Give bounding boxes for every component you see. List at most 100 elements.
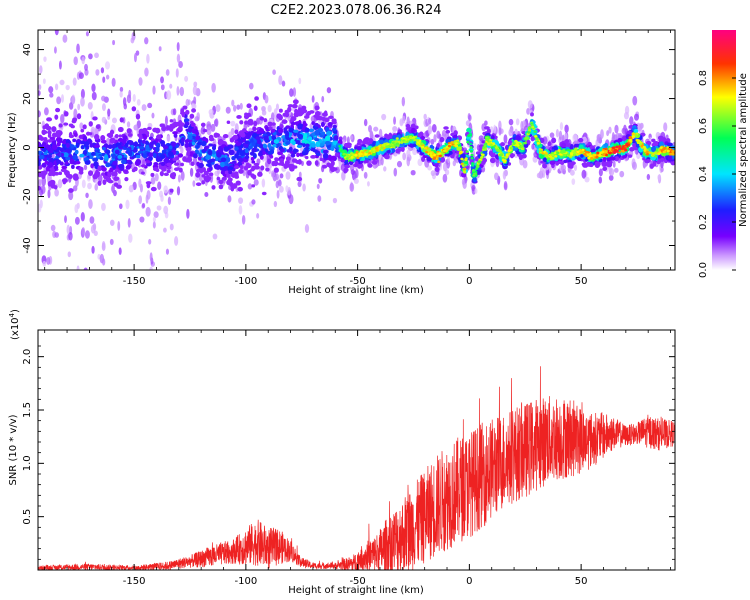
- heatmap-cell: [323, 110, 328, 116]
- heatmap-cell: [80, 97, 85, 107]
- heatmap-cell: [200, 140, 207, 147]
- heatmap-cell: [585, 150, 589, 154]
- heatmap-cell: [47, 129, 52, 136]
- heatmap-cell: [63, 122, 69, 126]
- heatmap-cell: [107, 179, 114, 184]
- heatmap-cell: [194, 116, 200, 122]
- x-tick-label: -50: [349, 576, 365, 587]
- heatmap-cell: [500, 142, 505, 147]
- heatmap-cell: [49, 92, 54, 98]
- heatmap-cell: [203, 170, 209, 176]
- heatmap-cell: [466, 135, 472, 140]
- heatmap-cell: [321, 122, 325, 127]
- heatmap-cell: [152, 216, 156, 223]
- heatmap-cell: [214, 165, 219, 170]
- heatmap-cell: [474, 156, 479, 162]
- heatmap-cell: [76, 265, 80, 270]
- heatmap-cell: [244, 120, 249, 125]
- heatmap-cell: [208, 172, 214, 177]
- heatmap-cell: [38, 90, 41, 96]
- heatmap-cell: [369, 130, 373, 136]
- heatmap-cell: [71, 94, 76, 105]
- heatmap-cell: [48, 86, 54, 94]
- heatmap-cell: [518, 154, 523, 161]
- heatmap-cell: [37, 275, 41, 284]
- heatmap-cell: [260, 165, 265, 171]
- heatmap-cell: [643, 149, 647, 152]
- heatmap-cell: [133, 141, 139, 148]
- heatmap-cell: [89, 216, 95, 224]
- heatmap-cell: [81, 227, 86, 235]
- heatmap-cell: [114, 149, 120, 155]
- heatmap-cell: [553, 151, 557, 155]
- heatmap-cell: [530, 123, 534, 127]
- heatmap-cell: [226, 120, 231, 125]
- heatmap-cell: [530, 135, 535, 142]
- heatmap-cell: [583, 152, 587, 156]
- heatmap-cell: [298, 77, 302, 85]
- heatmap-cell: [291, 140, 296, 146]
- heatmap-cell: [570, 152, 574, 156]
- heatmap-cell: [330, 160, 335, 167]
- heatmap-cell: [554, 154, 558, 158]
- heatmap-cell: [112, 160, 118, 166]
- snr-frame: [37, 329, 676, 571]
- heatmap-cell: [273, 160, 279, 167]
- heatmap-cell: [47, 161, 54, 168]
- heatmap-cell: [324, 135, 331, 141]
- heatmap-cell: [445, 129, 451, 134]
- heatmap-cell: [362, 140, 368, 145]
- heatmap-cell: [49, 272, 54, 278]
- heatmap-cell: [45, 166, 50, 172]
- heatmap-cell: [91, 83, 96, 93]
- heatmap-cell: [666, 142, 673, 147]
- heatmap-cell: [109, 219, 115, 226]
- heatmap-cell: [328, 115, 334, 120]
- heatmap-cell: [71, 164, 75, 169]
- heatmap-cell: [345, 157, 349, 160]
- heatmap-cell: [105, 61, 111, 70]
- heatmap-cell: [68, 188, 74, 193]
- heatmap-cell: [596, 151, 600, 155]
- heatmap-cell: [133, 124, 139, 131]
- heatmap-cell: [242, 128, 247, 133]
- heatmap-cell: [253, 120, 258, 127]
- heatmap-cell: [364, 137, 371, 142]
- heatmap-cell: [276, 113, 282, 119]
- heatmap-cell: [111, 77, 116, 87]
- heatmap-cell: [193, 96, 197, 106]
- heatmap-cell: [93, 161, 99, 167]
- heatmap-cell: [146, 126, 152, 131]
- heatmap-cell: [589, 163, 594, 168]
- heatmap-cell: [539, 154, 544, 159]
- heatmap-cell: [509, 147, 514, 150]
- heatmap-cell: [38, 84, 42, 90]
- heatmap-cell: [330, 155, 336, 161]
- heatmap-cell: [54, 114, 59, 120]
- heatmap-cell: [327, 121, 333, 127]
- heatmap-cell: [230, 173, 235, 177]
- heatmap-cell: [236, 104, 241, 110]
- heatmap-cell: [346, 136, 350, 145]
- heatmap-cell: [393, 116, 396, 125]
- heatmap-cell: [59, 79, 65, 86]
- heatmap-cell: [138, 195, 143, 204]
- heatmap-cell: [471, 162, 475, 165]
- heatmap-cell: [297, 133, 304, 140]
- heatmap-cell: [367, 163, 373, 168]
- heatmap-cell: [80, 212, 85, 222]
- heatmap-cell: [149, 30, 151, 31]
- heatmap-cell: [470, 153, 474, 157]
- heatmap-cell: [568, 164, 574, 169]
- heatmap-cell: [551, 137, 557, 144]
- heatmap-cell: [615, 145, 619, 149]
- heatmap-cell: [606, 130, 610, 137]
- heatmap-cell: [46, 257, 51, 265]
- heatmap-cell: [58, 123, 63, 128]
- heatmap-cell: [226, 174, 231, 178]
- x-tick-label: -50: [349, 276, 365, 287]
- heatmap-cell: [645, 159, 651, 163]
- heatmap-cell: [671, 152, 675, 156]
- heatmap-cell: [344, 142, 349, 148]
- heatmap-cell: [306, 160, 312, 166]
